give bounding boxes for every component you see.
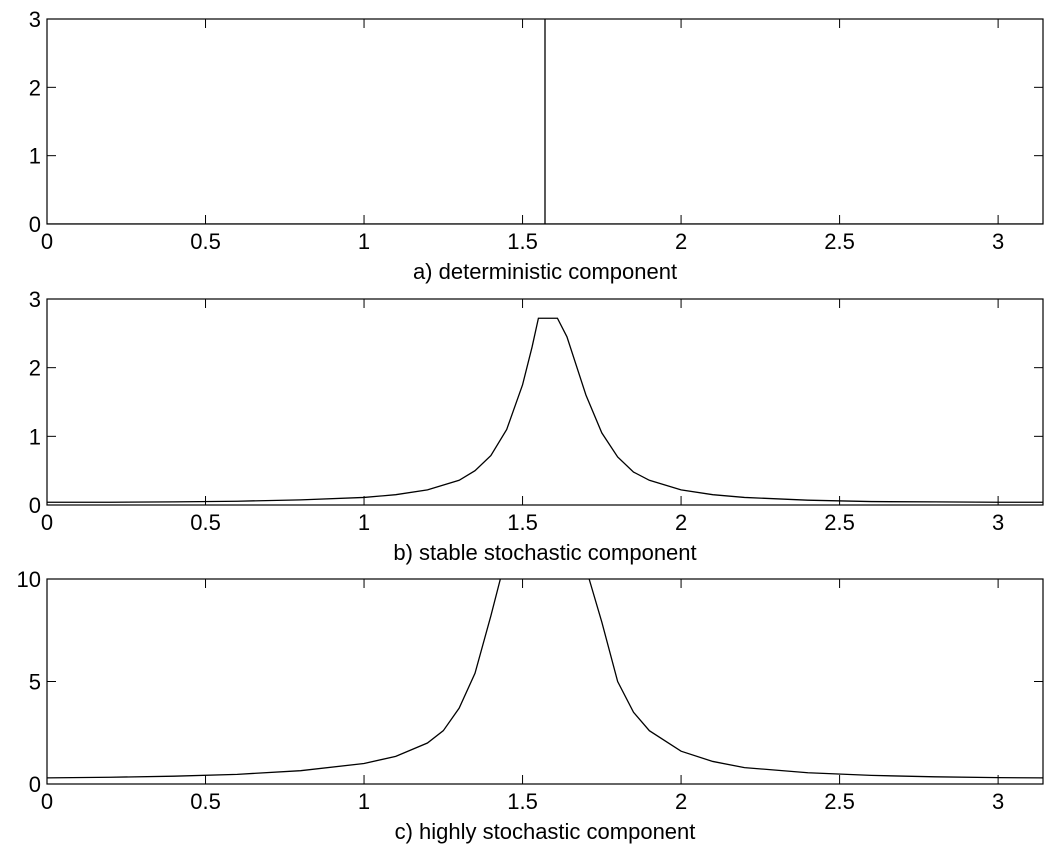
subplot-a: 0 0.5 1 1.5 2 2.5 3 0 1 2 3 a) deterministic compon… xyxy=(29,7,1044,284)
x-tick-label: 3 xyxy=(992,510,1004,535)
y-tick-label: 10 xyxy=(17,567,41,592)
x-tick-label: 1.5 xyxy=(507,510,538,535)
y-tick-label: 0 xyxy=(29,212,41,237)
axes-box xyxy=(46,298,1044,506)
series-line xyxy=(47,579,501,779)
subplot-caption: c) highly stochastic component xyxy=(395,819,696,844)
x-tick-label: 3 xyxy=(992,229,1004,254)
x-tick-label: 0 xyxy=(41,229,53,254)
series-line xyxy=(588,579,1043,779)
y-tick-label: 1 xyxy=(29,424,41,449)
x-tick-label: 0 xyxy=(41,510,53,535)
x-tick-label: 1 xyxy=(358,789,370,814)
series-line xyxy=(47,19,1043,224)
x-tick-label: 2.5 xyxy=(824,789,855,814)
subplot-b: 0 0.5 1 1.5 2 2.5 3 0 1 2 3 b) stable stochastic co… xyxy=(29,287,1044,565)
x-tick-label: 0.5 xyxy=(190,229,221,254)
x-tick-label: 2.5 xyxy=(824,510,855,535)
x-tick-label: 3 xyxy=(992,789,1004,814)
x-tick-label: 0.5 xyxy=(190,510,221,535)
x-tick-label: 1 xyxy=(358,229,370,254)
subplot-caption: b) stable stochastic component xyxy=(393,540,696,565)
y-tick-label: 2 xyxy=(29,356,41,381)
subplot-caption: a) deterministic component xyxy=(413,259,677,284)
y-tick-label: 2 xyxy=(29,75,41,100)
y-tick-label: 0 xyxy=(29,493,41,518)
y-tick-label: 0 xyxy=(29,772,41,797)
x-tick-label: 2 xyxy=(675,510,687,535)
x-tick-label: 1.5 xyxy=(507,229,538,254)
x-tick-label: 2 xyxy=(675,789,687,814)
subplot-c: 0 0.5 1 1.5 2 2.5 3 0 5 10 c) highly stochastic co… xyxy=(17,567,1044,844)
y-tick-label: 3 xyxy=(29,7,41,32)
x-tick-label: 0.5 xyxy=(190,789,221,814)
x-tick-label: 0 xyxy=(41,789,53,814)
x-tick-label: 1.5 xyxy=(507,789,538,814)
y-tick-label: 1 xyxy=(29,144,41,169)
x-tick-label: 2 xyxy=(675,229,687,254)
series-line xyxy=(47,317,1043,503)
x-tick-label: 2.5 xyxy=(824,229,855,254)
axes-box xyxy=(46,578,1044,785)
y-tick-label: 3 xyxy=(29,287,41,312)
x-tick-label: 1 xyxy=(358,510,370,535)
y-tick-label: 5 xyxy=(29,670,41,695)
